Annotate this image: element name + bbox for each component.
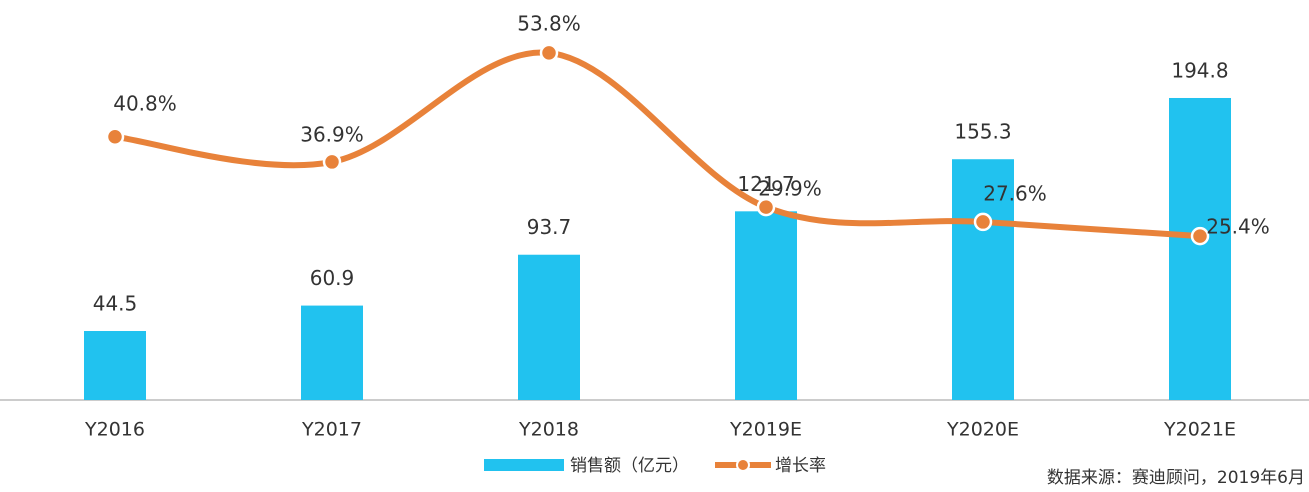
line-value-label: 27.6% bbox=[983, 181, 1047, 205]
source: 数据来源：赛迪顾问，2019年6月 bbox=[1047, 467, 1305, 488]
bar-value-label: 93.7 bbox=[527, 215, 572, 239]
x-tick-label: Y2017 bbox=[301, 419, 362, 441]
line-value-label: 40.8% bbox=[113, 91, 177, 115]
line-marker bbox=[322, 152, 342, 172]
line-marker bbox=[539, 43, 559, 63]
legend-swatch-marker bbox=[736, 458, 750, 472]
bar bbox=[1169, 97, 1231, 400]
x-tick-label: Y2016 bbox=[84, 419, 145, 441]
bar bbox=[84, 331, 146, 400]
legend-label: 销售额（亿元） bbox=[570, 456, 689, 476]
bar-value-label: 60.9 bbox=[310, 266, 355, 290]
x-tick-label: Y2018 bbox=[518, 419, 579, 441]
bar-value-label: 155.3 bbox=[954, 120, 1011, 144]
x-tick-label: Y2020E bbox=[946, 419, 1019, 441]
bar bbox=[952, 159, 1014, 400]
line-marker bbox=[756, 197, 776, 217]
line bbox=[112, 49, 1203, 240]
line-marker bbox=[973, 212, 993, 232]
x-tick-label: Y2021E bbox=[1163, 419, 1236, 441]
legend-label: 增长率 bbox=[775, 456, 826, 476]
line-value-label: 36.9% bbox=[300, 122, 364, 146]
bar bbox=[518, 254, 580, 400]
legend-swatch bbox=[484, 459, 564, 471]
line-marker bbox=[1190, 226, 1210, 246]
bar bbox=[735, 211, 797, 400]
bar-value-label: 121.7 bbox=[737, 172, 794, 196]
bar-value-label: 194.8 bbox=[1171, 58, 1228, 82]
line-value-label: 29.9% bbox=[758, 177, 822, 201]
bar bbox=[301, 305, 363, 400]
bar-value-label: 44.5 bbox=[93, 292, 138, 316]
line-marker bbox=[105, 127, 125, 147]
x-tick-label: Y2019E bbox=[729, 419, 802, 441]
line-value-label: 53.8% bbox=[517, 11, 581, 35]
line-value-label: 25.4% bbox=[1206, 215, 1270, 239]
